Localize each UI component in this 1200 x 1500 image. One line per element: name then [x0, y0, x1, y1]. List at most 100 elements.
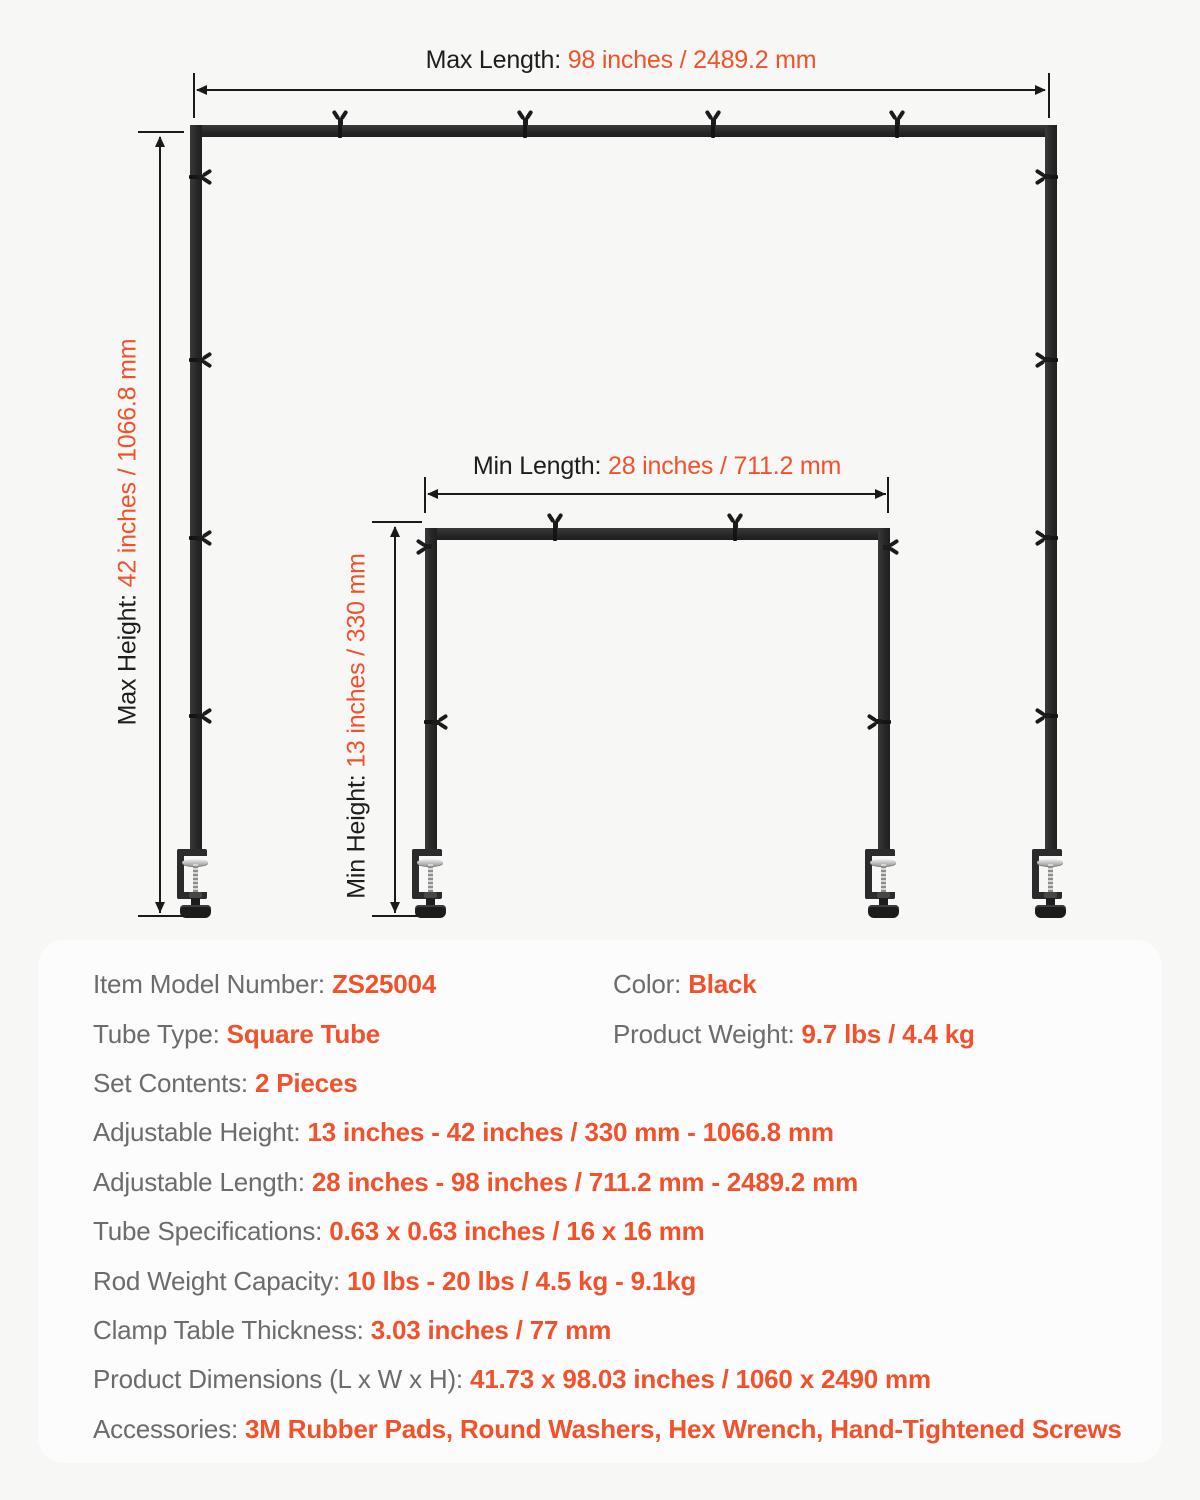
clamp-knob	[180, 905, 211, 918]
dim-tick	[424, 477, 426, 513]
wing-screw-icon	[1034, 168, 1051, 186]
wing-screw-icon	[866, 713, 883, 731]
wing-screw-icon	[196, 168, 213, 186]
spec-value: Square Tube	[226, 1018, 381, 1049]
spec-color: Color: Black	[613, 969, 757, 1000]
spec-label: Product Dimensions (L x W x H):	[93, 1364, 470, 1395]
spec-accessories: Accessories: 3M Rubber Pads, Round Washe…	[93, 1414, 1122, 1445]
spec-value: 3.03 inches / 77 mm	[370, 1314, 612, 1345]
clamp-knob-neck	[191, 898, 200, 906]
spec-label: Tube Type:	[93, 1018, 227, 1049]
spec-product-weight: Product Weight: 9.7 lbs / 4.4 kg	[613, 1019, 975, 1050]
spec-row: Rod Weight Capacity: 10 lbs - 20 lbs / 4…	[93, 1256, 1134, 1305]
spec-row: Accessories: 3M Rubber Pads, Round Washe…	[93, 1405, 1134, 1454]
min-height-caption: Min Height:	[342, 767, 371, 899]
wing-screw-icon	[888, 109, 906, 126]
frame-min-right-leg	[878, 528, 890, 851]
table-clamp	[1023, 843, 1079, 923]
tube-joint	[424, 720, 438, 724]
dim-line-max-height	[159, 137, 161, 913]
wing-screw-icon	[516, 109, 534, 126]
clamp-pressure-disc	[870, 859, 896, 866]
spec-value: Black	[688, 969, 757, 1000]
spec-label: Adjustable Length:	[93, 1166, 312, 1197]
spec-label: Item Model Number:	[93, 969, 332, 1000]
spec-product-dimensions: Product Dimensions (L x W x H): 41.73 x …	[93, 1364, 931, 1395]
spec-row: Item Model Number: ZS25004 Color: Black	[93, 960, 1134, 1009]
spec-tube-specifications: Tube Specifications: 0.63 x 0.63 inches …	[93, 1216, 705, 1247]
table-clamp	[168, 843, 224, 923]
clamp-nut	[1044, 892, 1057, 898]
arrowhead-icon	[875, 489, 886, 499]
spec-tube-type: Tube Type: Square Tube	[93, 1019, 613, 1050]
min-length-label: Min Length: 28 inches / 711.2 mm	[428, 452, 886, 481]
spec-set-contents: Set Contents: 2 Pieces	[93, 1067, 358, 1099]
max-length-caption: Max Length:	[425, 46, 568, 74]
clamp-knob-neck	[1046, 898, 1055, 906]
spec-value: ZS25004	[331, 969, 437, 1000]
spec-label: Set Contents:	[93, 1067, 255, 1098]
clamp-pressure-disc	[182, 859, 208, 866]
wing-screw-icon	[415, 538, 432, 556]
tube-joint	[733, 527, 737, 541]
tube-joint	[895, 124, 899, 138]
wing-screw-icon	[1034, 529, 1051, 547]
tube-joint	[1044, 714, 1058, 718]
wing-screw-icon	[883, 538, 900, 556]
spec-label: Rod Weight Capacity:	[93, 1265, 347, 1296]
clamp-screw-shaft	[1048, 864, 1053, 894]
clamp-knob	[868, 905, 899, 918]
tube-joint	[1044, 175, 1058, 179]
spec-label: Clamp Table Thickness:	[93, 1314, 371, 1345]
tube-joint	[338, 124, 342, 138]
frame-max-left-leg	[190, 125, 202, 851]
max-length-label: Max Length: 98 inches / 2489.2 mm	[196, 46, 1046, 75]
spec-row: Adjustable Length: 28 inches - 98 inches…	[93, 1158, 1134, 1207]
wing-screw-icon	[704, 109, 722, 126]
spec-value: 41.73 x 98.03 inches / 1060 x 2490 mm	[469, 1364, 931, 1395]
min-length-caption: Min Length:	[472, 452, 608, 480]
dim-tick	[193, 73, 195, 118]
clamp-knob-neck	[426, 898, 435, 906]
tube-joint	[711, 124, 715, 138]
arrowhead-icon	[390, 526, 400, 537]
spec-value: 9.7 lbs / 4.4 kg	[801, 1018, 975, 1049]
clamp-nut	[424, 892, 437, 898]
clamp-pressure-disc	[417, 859, 443, 866]
dim-line-min-height	[394, 527, 396, 913]
wing-screw-icon	[1034, 351, 1051, 369]
spec-value: 0.63 x 0.63 inches / 16 x 16 mm	[329, 1216, 705, 1247]
spec-label: Product Weight:	[613, 1018, 802, 1049]
arrowhead-icon	[155, 902, 165, 913]
dim-tick	[1048, 73, 1050, 118]
arrowhead-icon	[155, 136, 165, 147]
dim-line-min-length	[428, 493, 886, 495]
spec-row: Tube Specifications: 0.63 x 0.63 inches …	[93, 1207, 1134, 1256]
min-length-value: 28 inches / 711.2 mm	[608, 452, 842, 480]
spec-value: 13 inches - 42 inches / 330 mm - 1066.8 …	[307, 1117, 834, 1148]
spec-clamp-table-thickness: Clamp Table Thickness: 3.03 inches / 77 …	[93, 1315, 611, 1346]
spec-adjustable-length: Adjustable Length: 28 inches - 98 inches…	[93, 1167, 858, 1198]
wing-screw-icon	[196, 351, 213, 369]
clamp-knob	[415, 905, 446, 918]
wing-screw-icon	[546, 512, 564, 529]
dim-tick	[372, 521, 422, 523]
spec-row: Clamp Table Thickness: 3.03 inches / 77 …	[93, 1306, 1134, 1355]
tube-joint	[1044, 358, 1058, 362]
wing-screw-icon	[331, 109, 349, 126]
spec-row: Tube Type: Square Tube Product Weight: 9…	[93, 1009, 1134, 1058]
clamp-nut	[189, 892, 202, 898]
wing-screw-icon	[432, 713, 449, 731]
spec-row: Product Dimensions (L x W x H): 41.73 x …	[93, 1355, 1134, 1404]
arrowhead-icon	[1035, 85, 1046, 95]
tube-joint	[1044, 536, 1058, 540]
arrowhead-icon	[196, 85, 207, 95]
spec-row: Adjustable Height: 13 inches - 42 inches…	[93, 1108, 1134, 1157]
tube-joint	[553, 527, 557, 541]
spec-item-model-number: Item Model Number: ZS25004	[93, 969, 613, 1000]
wing-screw-icon	[196, 707, 213, 725]
clamp-screw-shaft	[193, 864, 198, 894]
spec-value: 28 inches - 98 inches / 711.2 mm - 2489.…	[311, 1166, 858, 1197]
clamp-screw-shaft	[428, 864, 433, 894]
